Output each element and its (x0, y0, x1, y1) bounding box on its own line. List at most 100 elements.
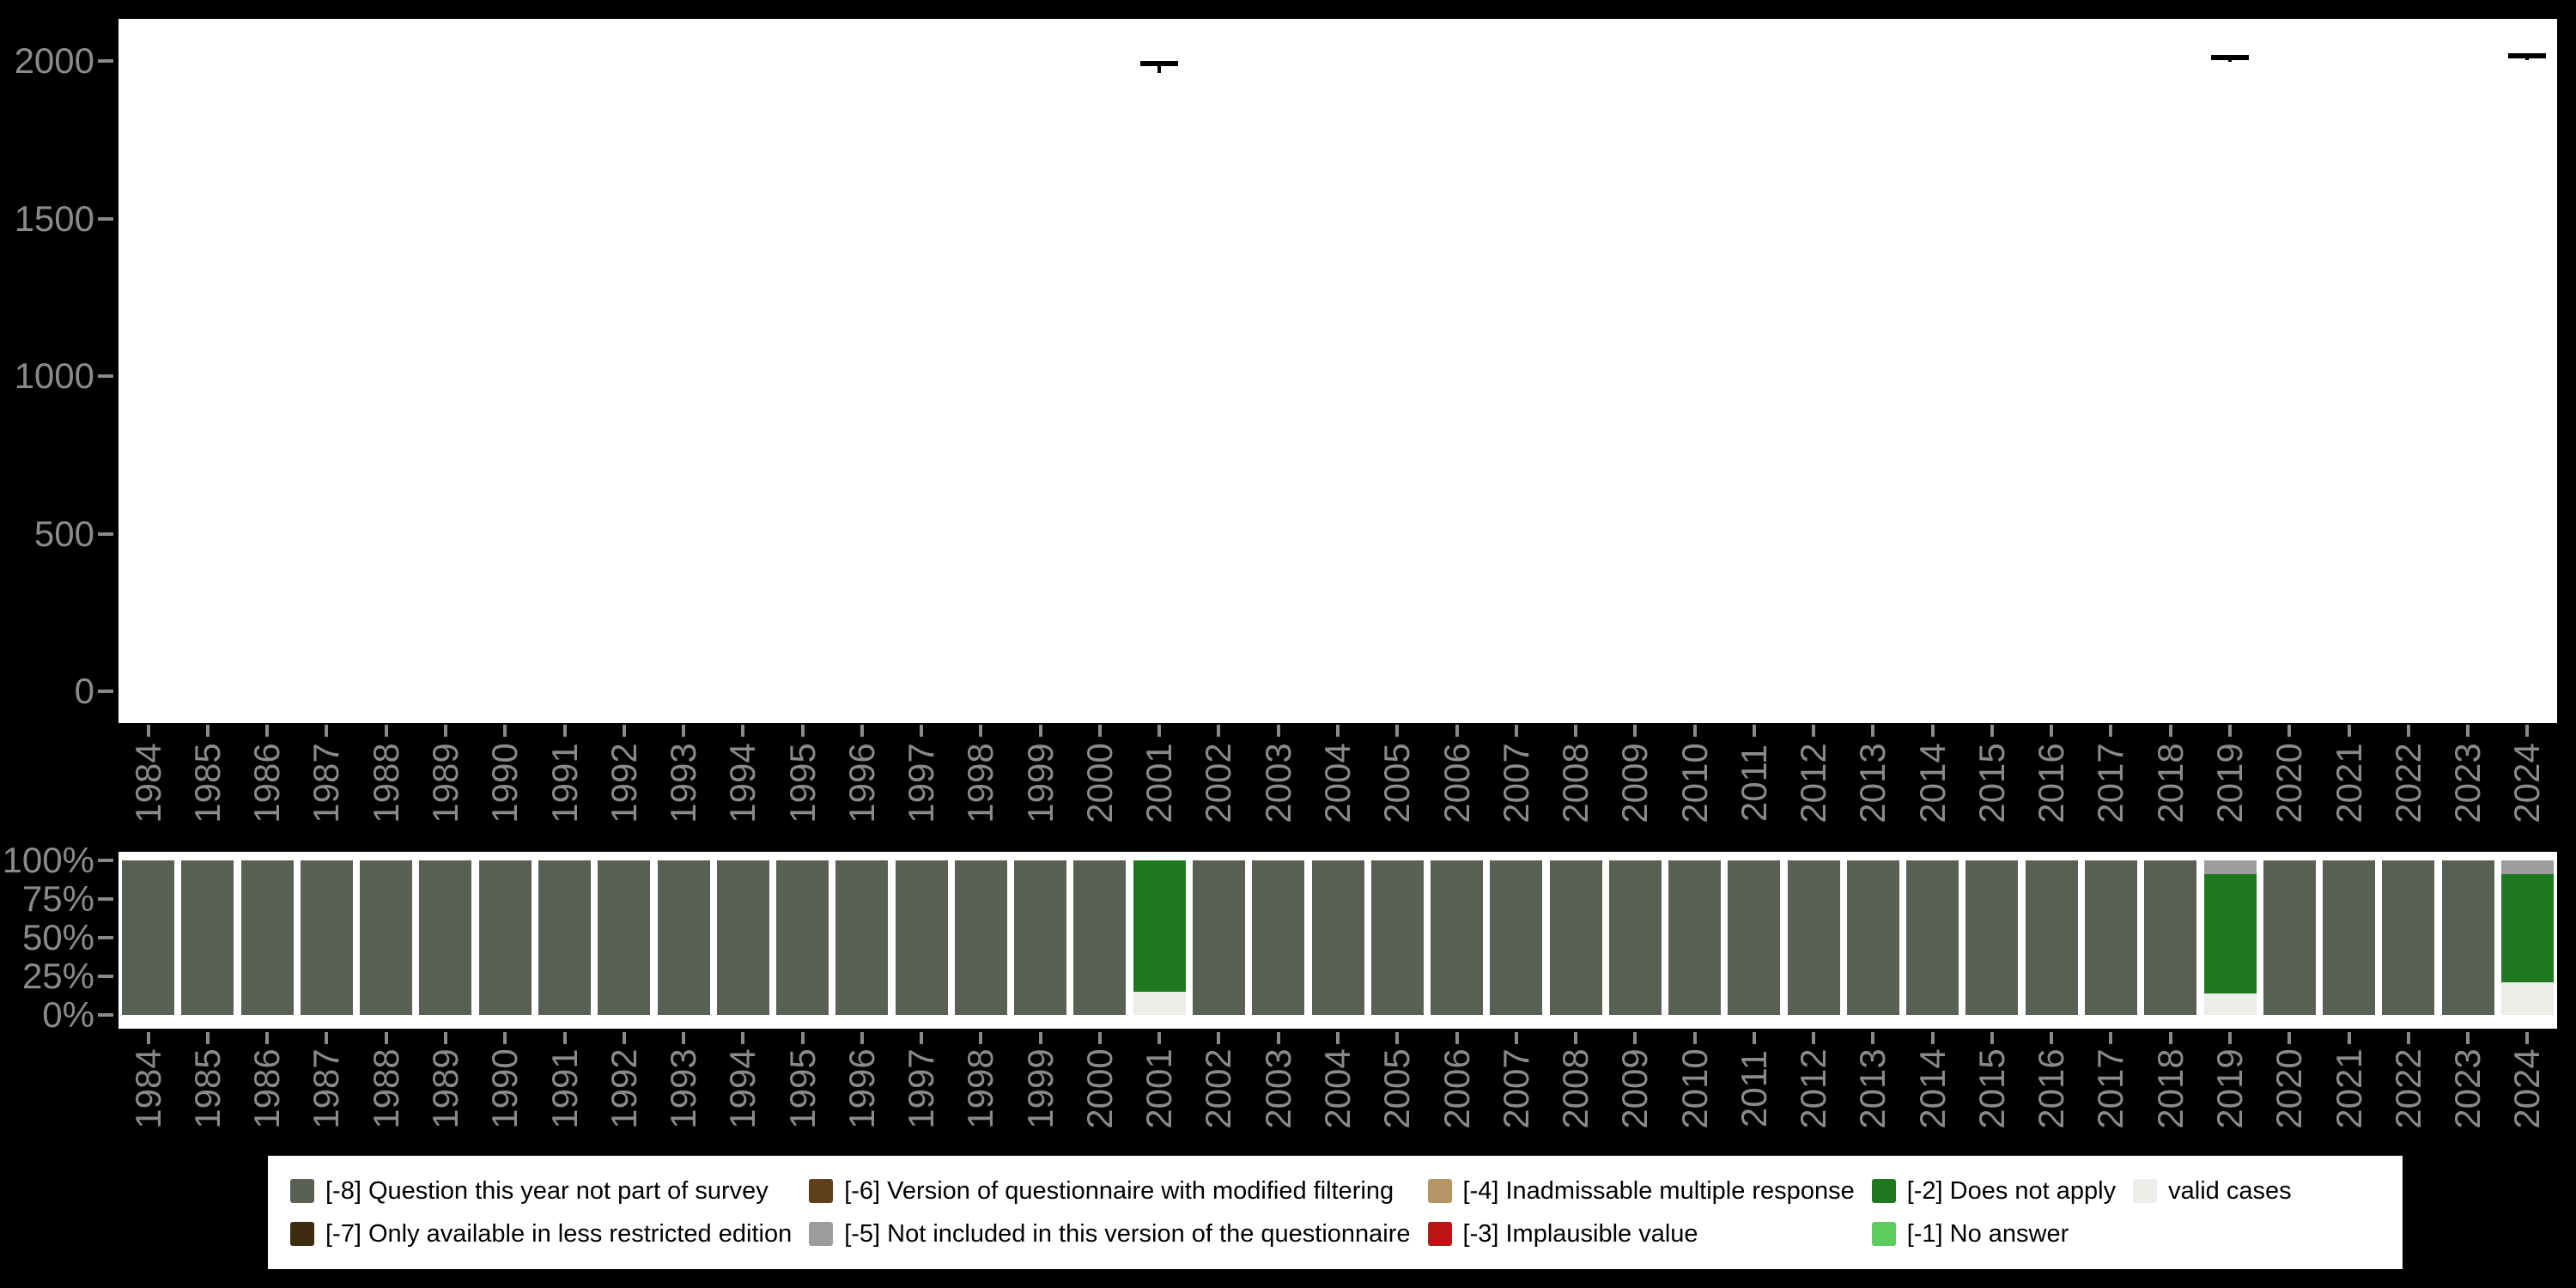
legend-entry--8: [-8] Question this year not part of surv… (290, 1172, 792, 1210)
bottom-x-axis-label: 2017 (2090, 1048, 2131, 1129)
bottom-x-axis-label: 1991 (544, 1048, 585, 1129)
top-y-axis-label: 1500 (14, 197, 94, 239)
top-y-axis-label: 500 (33, 513, 94, 554)
top-x-axis-label: 2022 (2387, 743, 2428, 823)
stacked-bar-1992 (598, 860, 650, 1015)
legend-entry-valid: valid cases (2133, 1172, 2292, 1210)
bottom-x-axis-label: 1998 (960, 1048, 1001, 1129)
top-x-axis-label: 1990 (484, 743, 526, 823)
bar-segment--8 (419, 860, 471, 1015)
legend-swatch--8 (290, 1179, 314, 1203)
bar-segment--8 (2085, 860, 2137, 1015)
top-x-axis-tick (1038, 725, 1042, 737)
legend-column: [-6] Version of questionnaire with modif… (809, 1172, 1411, 1253)
legend-entry--3: [-3] Implausible value (1427, 1215, 1855, 1253)
top-x-axis-label: 1995 (781, 743, 823, 823)
bar-segment--8 (1550, 860, 1602, 1015)
bottom-x-axis-label: 1990 (484, 1048, 526, 1129)
bar-segment--8 (241, 860, 294, 1015)
stacked-bar-2000 (1073, 860, 1126, 1015)
top-y-axis-tick (98, 690, 113, 693)
stacked-bar-1991 (538, 860, 591, 1015)
bottom-x-axis-tick (2109, 1032, 2113, 1044)
bottom-x-axis-tick (860, 1032, 864, 1044)
bottom-x-axis-tick (1217, 1032, 1221, 1044)
legend-label: [-8] Question this year not part of surv… (325, 1176, 769, 1205)
legend-column: [-8] Question this year not part of surv… (290, 1172, 792, 1253)
bottom-x-axis-label: 2009 (1614, 1048, 1656, 1129)
bottom-x-axis-tick (2050, 1032, 2054, 1044)
legend-entry--4: [-4] Inadmissable multiple response (1427, 1172, 1855, 1210)
top-x-axis-label: 2012 (1793, 743, 1834, 823)
top-x-axis-tick (800, 725, 805, 737)
bar-segment--8 (1073, 860, 1126, 1015)
bottom-x-axis-tick (1038, 1032, 1042, 1044)
bottom-x-axis-tick (1990, 1032, 1994, 1044)
top-x-axis-tick (1276, 725, 1280, 737)
bottom-x-axis-label: 2019 (2209, 1048, 2251, 1129)
top-y-axis-tick (98, 216, 113, 221)
bar-segment--2 (1133, 860, 1186, 992)
top-x-axis-label: 2007 (1495, 743, 1536, 823)
stacked-bar-2024 (2501, 860, 2554, 1015)
bottom-x-axis-tick (2228, 1032, 2233, 1044)
top-x-axis-tick (979, 725, 983, 737)
bar-segment--8 (1312, 860, 1364, 1015)
top-x-axis-tick (325, 725, 329, 737)
bar-segment--8 (658, 860, 710, 1015)
top-x-axis-label: 1997 (901, 743, 942, 823)
top-x-axis-tick (443, 725, 447, 737)
top-x-axis-tick (2228, 725, 2233, 737)
bar-segment--8 (598, 860, 650, 1015)
legend-swatch--7 (290, 1222, 314, 1246)
top-x-axis-tick (682, 725, 686, 737)
top-x-axis-label: 1991 (544, 743, 585, 823)
stacked-bar-1989 (419, 860, 471, 1015)
top-x-axis-tick (741, 725, 745, 737)
legend-label: [-1] No answer (1906, 1219, 2069, 1248)
top-y-axis-label: 0 (74, 671, 94, 711)
legend-entry--5: [-5] Not included in this version of the… (809, 1215, 1411, 1253)
top-y-axis-tick (98, 59, 113, 63)
top-x-axis-tick (1157, 725, 1162, 737)
bottom-x-axis-label: 2023 (2447, 1048, 2488, 1129)
top-x-axis-label: 2002 (1198, 743, 1239, 823)
legend-label: [-5] Not included in this version of the… (844, 1219, 1411, 1248)
legend-entry--2: [-2] Does not apply (1871, 1172, 2116, 1210)
bar-segment--8 (479, 860, 532, 1015)
bottom-x-axis-tick (1752, 1032, 1756, 1044)
top-x-axis-label: 1992 (603, 743, 644, 823)
legend-column: [-2] Does not apply [-1] No answer (1871, 1172, 2116, 1253)
bar-segment--8 (2323, 860, 2375, 1015)
top-x-axis-tick (1692, 725, 1697, 737)
bar-segment--8 (776, 860, 829, 1015)
top-x-axis-tick (2466, 725, 2470, 737)
bottom-y-axis-tick (98, 897, 113, 901)
stacked-bar-2005 (1371, 860, 1424, 1015)
legend-swatch--2 (1871, 1179, 1896, 1203)
bottom-x-axis-tick (682, 1032, 686, 1044)
bottom-x-axis-label: 2016 (2031, 1048, 2072, 1129)
bottom-x-axis-label: 1993 (663, 1048, 704, 1129)
bottom-x-axis-tick (443, 1032, 447, 1044)
bottom-x-axis-label: 2001 (1139, 1048, 1180, 1129)
bar-segment--2 (2501, 874, 2554, 983)
bottom-y-axis-label: 50% (21, 917, 94, 957)
top-x-axis-tick (1812, 725, 1816, 737)
top-x-axis-tick (2287, 725, 2292, 737)
bottom-x-axis-tick (146, 1032, 150, 1044)
bottom-y-axis-tick (98, 859, 113, 862)
top-x-axis-label: 2019 (2209, 743, 2251, 823)
top-x-axis-label: 2018 (2149, 743, 2190, 823)
bottom-x-axis-label: 1999 (1019, 1048, 1060, 1129)
bottom-x-axis-tick (1930, 1032, 1935, 1044)
bottom-x-axis-tick (1692, 1032, 1697, 1044)
boxplot-box (1140, 60, 1179, 66)
bottom-x-axis-tick (979, 1032, 983, 1044)
top-x-axis-tick (503, 725, 507, 737)
top-x-axis-tick (920, 725, 924, 737)
bar-segment--8 (1847, 860, 1899, 1015)
top-x-axis-tick (1574, 725, 1578, 737)
legend-entry--1: [-1] No answer (1871, 1215, 2116, 1253)
bar-segment--8 (2263, 860, 2316, 1015)
